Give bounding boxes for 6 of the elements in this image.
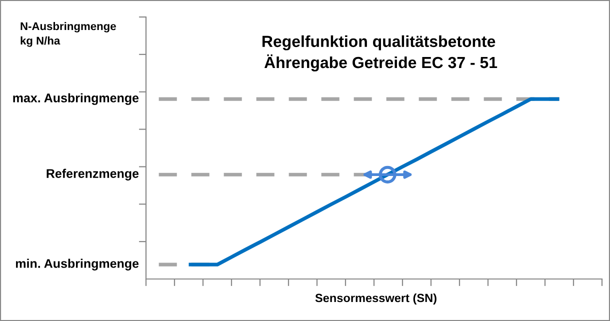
x-axis-title: Sensormesswert (SN)	[315, 293, 436, 304]
text: N-Ausbringmenge kg N/ha	[20, 22, 116, 47]
ref-line-label: Referenzmenge	[46, 168, 139, 180]
ref-line-label: max. Ausbringmenge	[13, 93, 139, 105]
ref-line-label: min. Ausbringmenge	[16, 258, 139, 270]
chart-title: Regelfunktion qualitätsbetonte Ährengabe Getreide EC 37 - 51	[262, 35, 498, 72]
